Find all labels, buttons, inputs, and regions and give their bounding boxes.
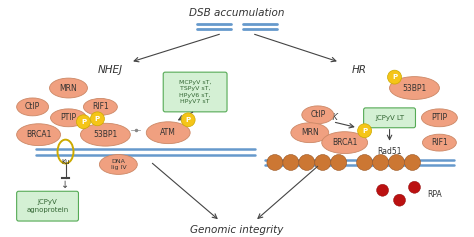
- Ellipse shape: [51, 109, 86, 127]
- Ellipse shape: [17, 124, 61, 146]
- Text: DSB accumulation: DSB accumulation: [189, 8, 285, 18]
- Text: RIF1: RIF1: [92, 102, 109, 111]
- Text: HR: HR: [352, 65, 367, 75]
- Text: 53BP1: 53BP1: [93, 130, 118, 139]
- Text: Genomic integrity: Genomic integrity: [191, 225, 283, 235]
- Text: P: P: [186, 117, 191, 123]
- Ellipse shape: [390, 77, 439, 100]
- Circle shape: [393, 194, 405, 206]
- Text: JCPyV
agnoprotein: JCPyV agnoprotein: [27, 199, 69, 213]
- Text: 53BP1: 53BP1: [402, 83, 427, 92]
- Ellipse shape: [302, 106, 334, 124]
- Circle shape: [267, 155, 283, 170]
- Text: CDK: CDK: [321, 113, 338, 122]
- Text: DNA
lig IV: DNA lig IV: [110, 159, 126, 170]
- Text: MCPyV sT,
TSPyV sT,
HPyV6 sT,
HPyV7 sT: MCPyV sT, TSPyV sT, HPyV6 sT, HPyV7 sT: [179, 80, 211, 105]
- Text: NHEJ: NHEJ: [98, 65, 123, 75]
- Circle shape: [91, 112, 104, 126]
- Text: ↓: ↓: [62, 180, 70, 190]
- Circle shape: [376, 184, 389, 196]
- Ellipse shape: [146, 122, 190, 144]
- Circle shape: [409, 181, 420, 193]
- Text: Rad51: Rad51: [377, 147, 402, 156]
- Circle shape: [373, 155, 389, 170]
- Text: RIF1: RIF1: [431, 138, 448, 147]
- Circle shape: [388, 70, 401, 84]
- Ellipse shape: [291, 123, 329, 143]
- Text: PTIP: PTIP: [60, 113, 77, 122]
- Ellipse shape: [100, 155, 137, 174]
- Ellipse shape: [422, 134, 456, 151]
- Circle shape: [299, 155, 315, 170]
- Circle shape: [315, 155, 331, 170]
- Ellipse shape: [421, 109, 457, 127]
- FancyBboxPatch shape: [163, 72, 227, 112]
- Text: P: P: [81, 119, 86, 125]
- Text: MRN: MRN: [301, 128, 319, 137]
- Circle shape: [404, 155, 420, 170]
- Text: P: P: [362, 128, 367, 134]
- Ellipse shape: [17, 98, 48, 116]
- Ellipse shape: [81, 123, 130, 146]
- Circle shape: [356, 155, 373, 170]
- Text: CtIP: CtIP: [25, 102, 40, 111]
- FancyBboxPatch shape: [17, 191, 79, 221]
- Circle shape: [358, 124, 372, 138]
- Text: PTIP: PTIP: [431, 113, 447, 122]
- Circle shape: [283, 155, 299, 170]
- Ellipse shape: [83, 98, 118, 115]
- Text: P: P: [95, 116, 100, 122]
- Text: CtIP: CtIP: [310, 110, 325, 119]
- Text: MRN: MRN: [60, 83, 77, 92]
- Ellipse shape: [50, 78, 87, 98]
- Text: RPA: RPA: [428, 190, 442, 199]
- Circle shape: [389, 155, 404, 170]
- Text: BRCA1: BRCA1: [26, 130, 51, 139]
- Ellipse shape: [322, 132, 368, 154]
- Text: ATM: ATM: [160, 128, 176, 137]
- Text: JCPyV LT: JCPyV LT: [375, 115, 404, 121]
- Text: BRCA1: BRCA1: [332, 138, 357, 147]
- FancyBboxPatch shape: [364, 108, 416, 128]
- Circle shape: [181, 113, 195, 127]
- Circle shape: [331, 155, 346, 170]
- Circle shape: [76, 115, 91, 129]
- Text: P: P: [392, 74, 397, 80]
- Text: Ku: Ku: [61, 160, 70, 165]
